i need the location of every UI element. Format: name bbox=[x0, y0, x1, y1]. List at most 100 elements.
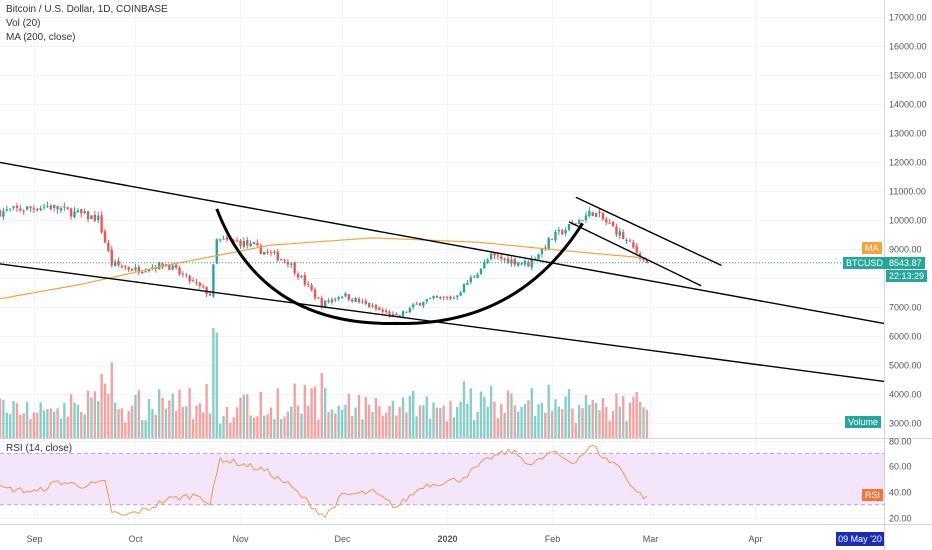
candle-body bbox=[456, 295, 459, 297]
volume-bar bbox=[293, 383, 296, 438]
volume-tag: Volume bbox=[845, 416, 882, 428]
candle-body bbox=[523, 260, 527, 265]
candle-body bbox=[327, 300, 330, 302]
volume-bar bbox=[442, 405, 445, 438]
volume-bar bbox=[428, 418, 432, 438]
candle-body bbox=[469, 277, 472, 283]
volume-bar bbox=[506, 390, 510, 438]
volume-bar bbox=[259, 391, 262, 438]
candle-body bbox=[22, 210, 25, 212]
volume-bar bbox=[212, 328, 215, 438]
volume-bar bbox=[384, 412, 388, 438]
candle-body bbox=[154, 267, 157, 270]
candle-body bbox=[452, 297, 456, 299]
candle-body bbox=[168, 265, 171, 270]
candle-body bbox=[63, 206, 66, 208]
volume-bar bbox=[202, 412, 205, 438]
candle-body bbox=[83, 211, 86, 214]
candle-body bbox=[513, 258, 517, 265]
candle-body bbox=[537, 254, 540, 260]
candle-body bbox=[415, 303, 418, 305]
candle-body bbox=[479, 268, 483, 275]
candle-body bbox=[442, 296, 445, 298]
volume-bar bbox=[581, 408, 584, 438]
volume-bar bbox=[418, 405, 422, 438]
price-tick-label: 11000.00 bbox=[889, 187, 926, 197]
volume-bar bbox=[577, 405, 581, 438]
candle-body bbox=[462, 284, 466, 293]
volume-bar bbox=[398, 407, 401, 438]
candle-body bbox=[384, 310, 388, 313]
candle-body bbox=[567, 223, 571, 230]
candle-body bbox=[618, 231, 622, 236]
volume-bar bbox=[242, 394, 246, 438]
candle-body bbox=[36, 209, 39, 211]
candle-body bbox=[459, 292, 462, 296]
volume-bar bbox=[337, 405, 340, 438]
candle-body bbox=[307, 283, 310, 285]
volume-bar bbox=[215, 332, 218, 438]
rsi-tick-label: 60.00 bbox=[889, 462, 912, 472]
volume-bar bbox=[483, 396, 486, 438]
volume-bar bbox=[344, 404, 347, 438]
volume-bar bbox=[39, 402, 42, 438]
volume-bar bbox=[486, 406, 489, 438]
candle-body bbox=[19, 208, 22, 211]
volume-bar bbox=[300, 413, 303, 438]
volume-bar bbox=[601, 397, 605, 438]
volume-bars bbox=[0, 328, 649, 438]
volume-bar bbox=[56, 408, 59, 438]
price-tick-label: 14000.00 bbox=[889, 100, 927, 110]
candle-body bbox=[117, 261, 120, 266]
candle-body bbox=[249, 243, 252, 247]
candle-body bbox=[15, 205, 19, 208]
volume-bar bbox=[635, 391, 638, 438]
volume-bar bbox=[625, 420, 628, 438]
volume-bar bbox=[645, 409, 649, 438]
candle-body bbox=[486, 260, 489, 263]
candle-body bbox=[137, 266, 141, 273]
time-tick-label: Sep bbox=[26, 534, 42, 544]
candle-body bbox=[574, 223, 577, 225]
volume-bar bbox=[381, 415, 384, 438]
candle-body bbox=[520, 263, 523, 265]
candle-body bbox=[374, 304, 378, 309]
candle-body bbox=[577, 220, 581, 224]
candle-body bbox=[188, 275, 191, 282]
volume-bar bbox=[239, 397, 242, 438]
volume-bar bbox=[591, 399, 594, 438]
candle-body bbox=[476, 274, 479, 278]
candle-body bbox=[134, 267, 137, 270]
volume-bar bbox=[262, 415, 266, 438]
candle-body bbox=[178, 267, 181, 274]
candle-body bbox=[120, 266, 124, 268]
candle-body bbox=[489, 253, 493, 260]
candle-body bbox=[2, 211, 5, 217]
volume-bar bbox=[550, 411, 554, 438]
volume-bar bbox=[191, 418, 195, 438]
volume-bar bbox=[188, 387, 191, 438]
candle-body bbox=[547, 238, 550, 250]
candle-body bbox=[391, 314, 395, 317]
volume-bar bbox=[283, 416, 286, 438]
candle-body bbox=[635, 246, 638, 253]
volume-bar bbox=[547, 384, 550, 438]
candle-body bbox=[367, 302, 371, 308]
volume-bar bbox=[364, 396, 367, 438]
candle-body bbox=[205, 287, 208, 295]
volume-bar bbox=[561, 409, 564, 438]
volume-bar bbox=[15, 403, 19, 438]
volume-bar bbox=[500, 403, 503, 438]
volume-bar bbox=[46, 408, 49, 438]
candle-body bbox=[594, 212, 598, 217]
rsi-band bbox=[0, 452, 884, 506]
volume-bar bbox=[93, 391, 97, 438]
volume-bar bbox=[218, 423, 222, 438]
trendline-flag-lower bbox=[568, 221, 702, 287]
candle-body bbox=[198, 282, 202, 286]
volume-bar bbox=[354, 407, 357, 438]
volume-bar bbox=[286, 411, 290, 438]
volume-bar bbox=[310, 388, 313, 438]
candle-body bbox=[354, 298, 357, 302]
